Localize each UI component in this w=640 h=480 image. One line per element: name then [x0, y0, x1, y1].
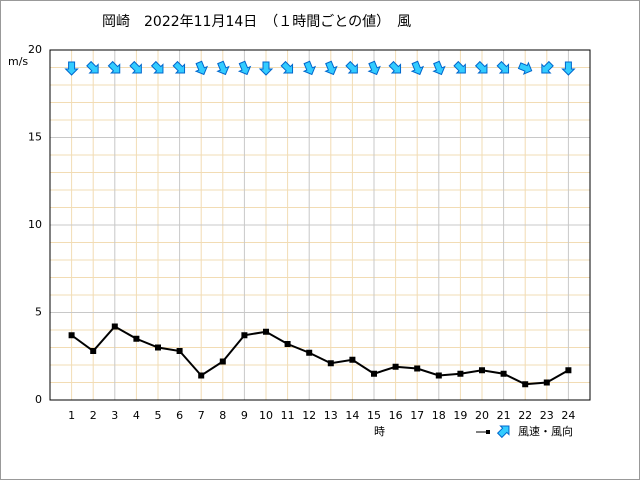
- x-tick-label: 1: [68, 409, 75, 422]
- data-point: [90, 348, 97, 354]
- data-point: [522, 381, 529, 388]
- wind-arrow: [172, 60, 186, 74]
- x-tick-label: 20: [475, 409, 489, 422]
- x-tick-label: 16: [389, 409, 403, 422]
- y-tick-label: 20: [28, 43, 42, 56]
- x-tick-label: 7: [198, 409, 205, 422]
- wind-arrow: [453, 60, 466, 74]
- data-point: [457, 370, 464, 377]
- data-point: [565, 367, 572, 374]
- y-tick-label: 15: [28, 131, 42, 144]
- wind-arrow: [107, 60, 121, 74]
- wind-arrow: [474, 60, 488, 74]
- x-axis-label: 時: [374, 425, 385, 438]
- y-unit: m/s: [8, 55, 28, 68]
- y-tick-label: 10: [28, 218, 42, 231]
- wind-arrow: [388, 60, 402, 74]
- wind-arrow: [216, 60, 230, 76]
- x-tick-label: 21: [497, 409, 511, 422]
- data-point: [371, 370, 377, 377]
- data-point: [435, 372, 442, 379]
- x-tick-label: 10: [259, 409, 273, 422]
- data-point: [263, 328, 269, 335]
- data-point: [176, 348, 183, 354]
- legend-label: 風速・風向: [518, 424, 573, 438]
- x-tick-label: 2: [90, 409, 97, 422]
- x-tick-label: 17: [410, 409, 424, 422]
- data-point: [155, 344, 161, 351]
- y-tick-label: 5: [35, 306, 42, 319]
- data-point: [133, 335, 140, 342]
- y-tick-label: 0: [35, 393, 42, 406]
- wind-arrow: [237, 60, 252, 76]
- x-tick-label: 19: [453, 409, 467, 422]
- x-tick-label: 6: [176, 409, 183, 422]
- data-point: [306, 349, 313, 356]
- series-line: [71, 325, 569, 386]
- wind-arrow: [86, 60, 99, 74]
- x-tick-label: 5: [155, 409, 162, 422]
- data-point: [500, 370, 507, 377]
- x-tick-label: 14: [345, 409, 359, 422]
- x-tick-label: 12: [302, 409, 316, 422]
- wind-arrow: [258, 61, 274, 76]
- x-tick-label: 18: [432, 409, 446, 422]
- wind-arrow: [324, 60, 338, 76]
- wind-arrow: [64, 61, 79, 76]
- data-point: [479, 367, 485, 374]
- wind-arrow: [367, 60, 381, 76]
- data-point: [241, 332, 248, 339]
- wind-arrow: [432, 60, 446, 76]
- wind-arrow: [496, 60, 510, 74]
- plot-border: [49, 49, 591, 401]
- wind-arrow: [150, 60, 164, 74]
- legend-marker: [486, 430, 490, 434]
- x-tick-label: 11: [281, 409, 295, 422]
- wind-arrow: [517, 61, 533, 75]
- data-point: [543, 379, 550, 386]
- x-tick-label: 15: [367, 409, 381, 422]
- wind-arrow: [541, 60, 554, 74]
- data-point: [198, 372, 205, 379]
- legend-arrow: [496, 425, 510, 439]
- data-point: [327, 360, 334, 367]
- data-point: [349, 356, 356, 363]
- x-tick-label: 3: [111, 409, 118, 422]
- x-tick-label: 22: [518, 409, 532, 422]
- wind-arrow: [410, 60, 425, 76]
- x-tick-label: 4: [133, 409, 140, 422]
- x-tick-label: 13: [324, 409, 338, 422]
- wind-arrow: [561, 61, 576, 76]
- data-point: [284, 341, 291, 347]
- data-point: [68, 332, 75, 339]
- data-point: [219, 358, 226, 365]
- x-tick-label: 24: [561, 409, 575, 422]
- wind-arrow: [280, 60, 294, 74]
- wind-arrow: [129, 60, 142, 74]
- wind-arrow: [194, 60, 209, 76]
- chart-title: 岡崎 2022年11月14日 （１時間ごとの値） 風: [102, 14, 411, 30]
- wind-arrow: [302, 60, 317, 76]
- x-tick-label: 9: [241, 409, 248, 422]
- wind-arrow: [345, 60, 358, 74]
- data-point: [392, 363, 399, 370]
- x-tick-label: 8: [219, 409, 226, 422]
- x-tick-label: 23: [540, 409, 554, 422]
- data-point: [111, 323, 118, 330]
- data-point: [414, 365, 421, 372]
